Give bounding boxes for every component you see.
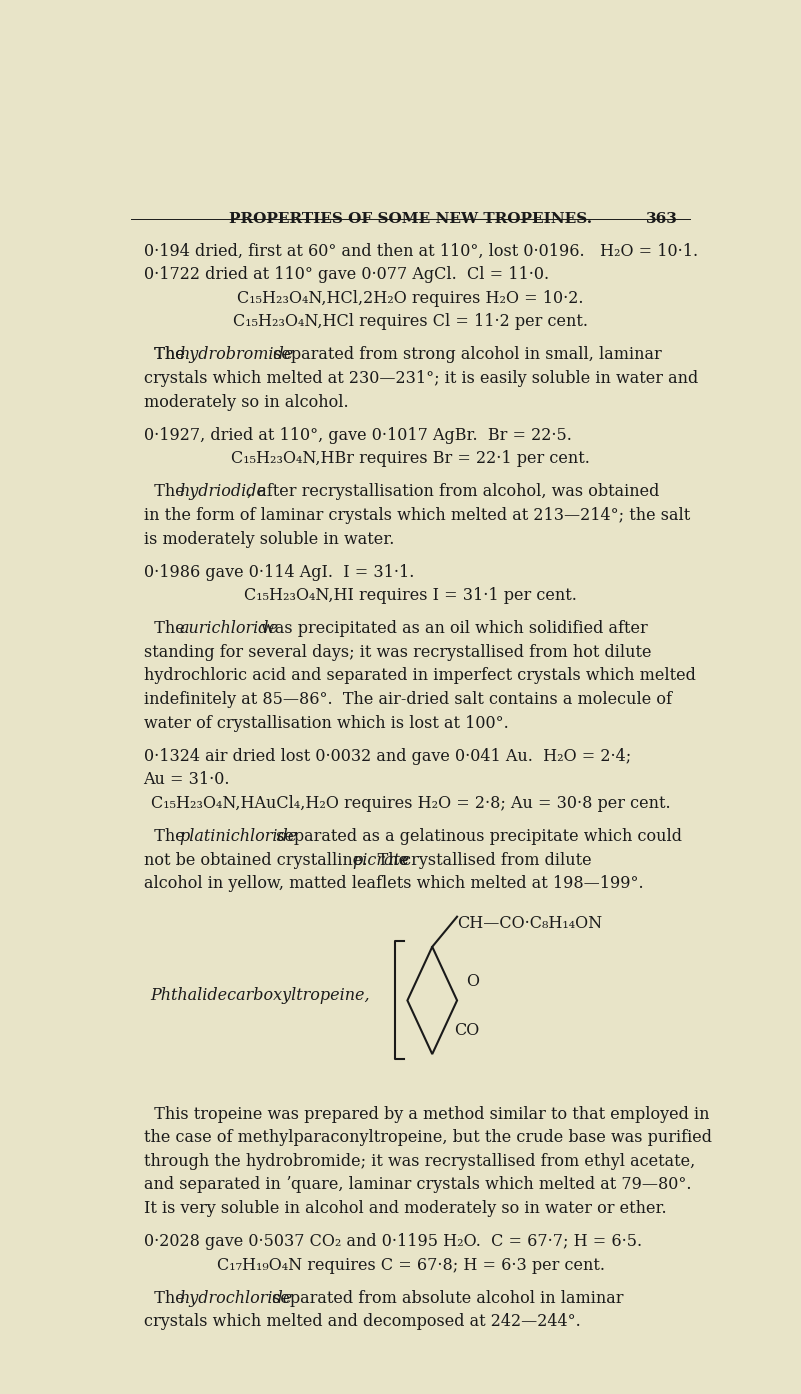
Text: CH—CO·C₈H₁₄ON: CH—CO·C₈H₁₄ON	[457, 914, 602, 931]
Text: moderately so in alcohol.: moderately so in alcohol.	[143, 393, 348, 411]
Text: hydrobromide: hydrobromide	[179, 346, 293, 364]
Text: Phthalidecarboxyltropeine,: Phthalidecarboxyltropeine,	[150, 987, 369, 1004]
Text: The: The	[143, 620, 190, 637]
Text: The: The	[143, 484, 190, 500]
Text: 0·1927, dried at 110°, gave 0·1017 AgBr.  Br = 22·5.: 0·1927, dried at 110°, gave 0·1017 AgBr.…	[143, 427, 571, 443]
Text: aurichloride: aurichloride	[179, 620, 278, 637]
Text: through the hydrobromide; it was recrystallised from ethyl acetate,: through the hydrobromide; it was recryst…	[143, 1153, 694, 1170]
Text: C₁₅H₂₃O₄N,HCl requires Cl = 11·2 per cent.: C₁₅H₂₃O₄N,HCl requires Cl = 11·2 per cen…	[233, 314, 588, 330]
Text: C₁₅H₂₃O₄N,HI requires I = 31·1 per cent.: C₁₅H₂₃O₄N,HI requires I = 31·1 per cent.	[244, 587, 577, 604]
Text: It is very soluble in alcohol and moderately so in water or ether.: It is very soluble in alcohol and modera…	[143, 1200, 666, 1217]
Text: was precipitated as an oil which solidified after: was precipitated as an oil which solidif…	[256, 620, 647, 637]
Text: C₁₅H₂₃O₄N,HBr requires Br = 22·1 per cent.: C₁₅H₂₃O₄N,HBr requires Br = 22·1 per cen…	[231, 450, 590, 467]
Text: The: The	[143, 346, 190, 364]
Text: hydriodide: hydriodide	[179, 484, 266, 500]
Text: C₁₇H₁₉O₄N requires C = 67·8; H = 6·3 per cent.: C₁₇H₁₉O₄N requires C = 67·8; H = 6·3 per…	[216, 1257, 605, 1274]
Text: , after recrystallisation from alcohol, was obtained: , after recrystallisation from alcohol, …	[247, 484, 659, 500]
Text: crystallised from dilute: crystallised from dilute	[396, 852, 591, 868]
Text: The: The	[143, 346, 190, 364]
Text: 0·1722 dried at 110° gave 0·077 AgCl.  Cl = 11·0.: 0·1722 dried at 110° gave 0·077 AgCl. Cl…	[143, 266, 549, 283]
Text: picrate: picrate	[352, 852, 409, 868]
Text: not be obtained crystalline.  The: not be obtained crystalline. The	[143, 852, 413, 868]
Text: hydrochloride: hydrochloride	[179, 1289, 292, 1306]
Text: water of crystallisation which is lost at 100°.: water of crystallisation which is lost a…	[143, 715, 509, 732]
Text: alcohol in yellow, matted leaflets which melted at 198—199°.: alcohol in yellow, matted leaflets which…	[143, 875, 643, 892]
Text: platinichloride: platinichloride	[179, 828, 297, 845]
Text: standing for several days; it was recrystallised from hot dilute: standing for several days; it was recrys…	[143, 644, 651, 661]
Text: C₁₅H₂₃O₄N,HCl,2H₂O requires H₂O = 10·2.: C₁₅H₂₃O₄N,HCl,2H₂O requires H₂O = 10·2.	[237, 290, 584, 307]
Text: hydrochloric acid and separated in imperfect crystals which melted: hydrochloric acid and separated in imper…	[143, 668, 695, 684]
Text: The: The	[143, 1289, 190, 1306]
Text: Au = 31·0.: Au = 31·0.	[143, 771, 230, 789]
Text: The: The	[143, 828, 190, 845]
Text: in the form of laminar crystals which melted at 213—214°; the salt: in the form of laminar crystals which me…	[143, 507, 690, 524]
Text: 363: 363	[646, 212, 678, 226]
Text: C₁₅H₂₃O₄N,HAuCl₄,H₂O requires H₂O = 2·8; Au = 30·8 per cent.: C₁₅H₂₃O₄N,HAuCl₄,H₂O requires H₂O = 2·8;…	[151, 795, 670, 811]
Text: crystals which melted and decomposed at 242—244°.: crystals which melted and decomposed at …	[143, 1313, 581, 1330]
Text: separated as a gelatinous precipitate which could: separated as a gelatinous precipitate wh…	[271, 828, 682, 845]
Text: CO: CO	[454, 1022, 479, 1039]
Text: separated from absolute alcohol in laminar: separated from absolute alcohol in lamin…	[267, 1289, 623, 1306]
Text: is moderately soluble in water.: is moderately soluble in water.	[143, 531, 394, 548]
Text: O: O	[466, 973, 479, 990]
Text: indefinitely at 85—86°.  The air-dried salt contains a molecule of: indefinitely at 85—86°. The air-dried sa…	[143, 691, 671, 708]
Text: the case of methylparaconyltropeine, but the crude base was purified: the case of methylparaconyltropeine, but…	[143, 1129, 711, 1146]
Text: 0·1986 gave 0·114 AgI.  I = 31·1.: 0·1986 gave 0·114 AgI. I = 31·1.	[143, 563, 414, 580]
Text: crystals which melted at 230—231°; it is easily soluble in water and: crystals which melted at 230—231°; it is…	[143, 369, 698, 388]
Text: separated from strong alcohol in small, laminar: separated from strong alcohol in small, …	[268, 346, 662, 364]
Text: 0·194 dried, first at 60° and then at 110°, lost 0·0196.   H₂O = 10·1.: 0·194 dried, first at 60° and then at 11…	[143, 243, 698, 259]
Text: 0·1324 air dried lost 0·0032 and gave 0·041 Au.  H₂O = 2·4;: 0·1324 air dried lost 0·0032 and gave 0·…	[143, 747, 631, 765]
Text: PROPERTIES OF SOME NEW TROPEINES.: PROPERTIES OF SOME NEW TROPEINES.	[229, 212, 592, 226]
Text: and separated in ʼquare, laminar crystals which melted at 79—80°.: and separated in ʼquare, laminar crystal…	[143, 1177, 691, 1193]
Text: 0·2028 gave 0·5037 CO₂ and 0·1195 H₂O.  C = 67·7; H = 6·5.: 0·2028 gave 0·5037 CO₂ and 0·1195 H₂O. C…	[143, 1234, 642, 1250]
Text: This tropeine was prepared by a method similar to that employed in: This tropeine was prepared by a method s…	[143, 1105, 709, 1122]
